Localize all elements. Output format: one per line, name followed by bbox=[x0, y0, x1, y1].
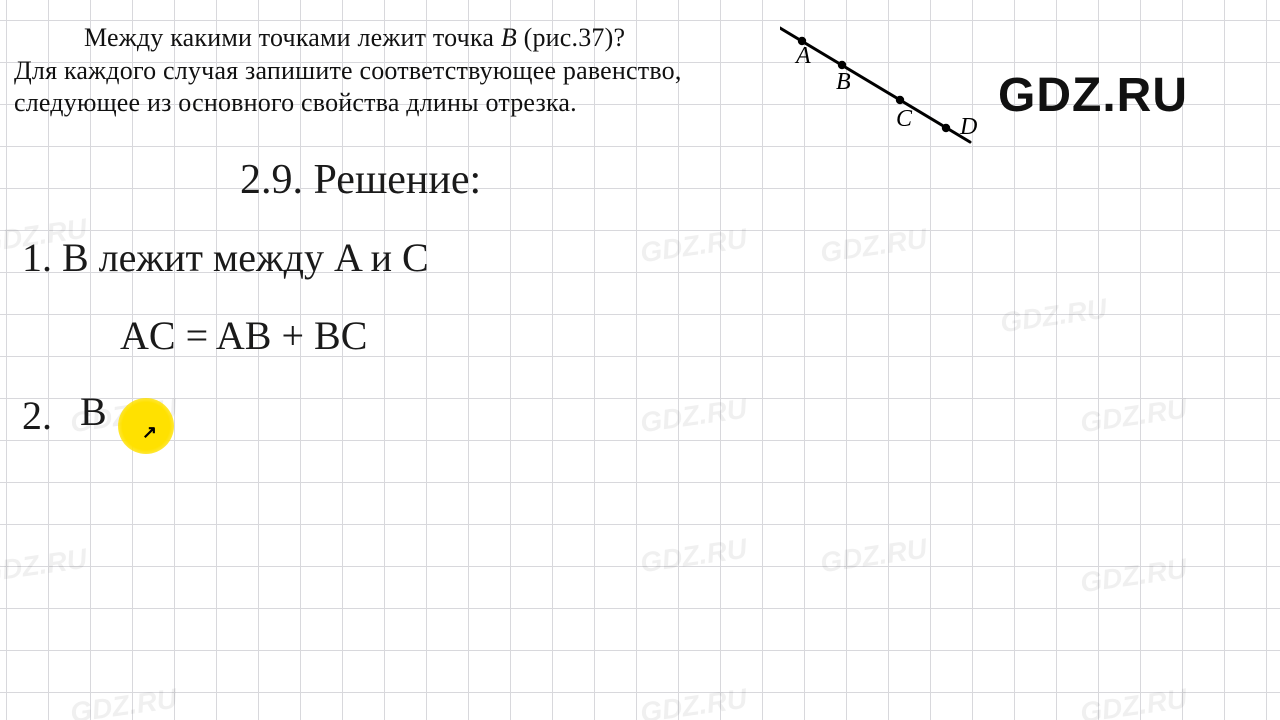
solution-line-1: 1. B лежит между A и C bbox=[22, 234, 429, 281]
solution-line-2-letter: B bbox=[80, 388, 107, 435]
solution-line-2-number: 2. bbox=[22, 392, 52, 439]
svg-text:C: C bbox=[896, 106, 913, 132]
svg-text:A: A bbox=[794, 43, 811, 69]
solution-equation-1: AC = AB + BC bbox=[120, 312, 367, 359]
highlight-circle bbox=[118, 398, 174, 454]
svg-text:D: D bbox=[959, 114, 977, 140]
figure-37-diagram: AB C D bbox=[780, 20, 980, 150]
problem-text-suffix: (рис.37)? bbox=[517, 23, 625, 52]
solution-title: 2.9. Решение: bbox=[240, 156, 481, 204]
site-logo: GDZ.RU bbox=[998, 68, 1188, 123]
problem-text-prefix: Между какими точками лежит точка bbox=[84, 23, 501, 52]
problem-line-3: следующее из основного свойства длины от… bbox=[14, 87, 774, 120]
problem-line-2: Для каждого случая запишите соответствую… bbox=[14, 55, 774, 88]
problem-line-1: Между какими точками лежит точка B (рис.… bbox=[14, 22, 774, 55]
problem-statement: Между какими точками лежит точка B (рис.… bbox=[14, 22, 774, 120]
problem-point-b: B bbox=[501, 23, 517, 52]
svg-text:B: B bbox=[836, 69, 851, 95]
